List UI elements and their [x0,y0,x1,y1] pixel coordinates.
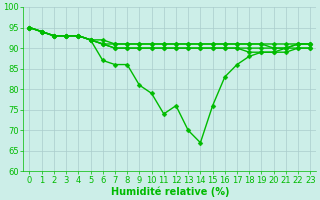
X-axis label: Humidité relative (%): Humidité relative (%) [111,186,229,197]
